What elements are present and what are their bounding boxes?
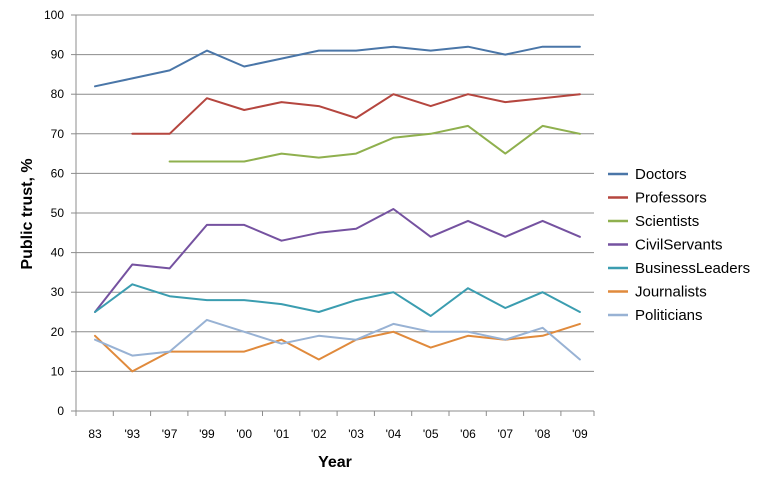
series-line-professors	[131, 93, 581, 135]
y-tick-label: 40	[51, 246, 65, 260]
x-tick-label: 83	[88, 427, 102, 441]
x-tick-label: '09	[572, 427, 588, 441]
legend-label-civilservants: CivilServants	[635, 237, 723, 254]
x-tick-label: '03	[348, 427, 364, 441]
x-tick-label: '07	[497, 427, 513, 441]
y-tick-label: 90	[51, 48, 65, 62]
y-tick-label: 10	[51, 364, 65, 378]
series-line-journalists	[94, 322, 581, 373]
series-line-businessleaders	[94, 283, 581, 317]
x-tick-labels: 83 '93 '97 '99 '00 '01 '02 '03 '04 '05 '06 '07 '08 '0…	[88, 427, 588, 441]
legend-label-businessleaders: BusinessLeaders	[635, 260, 750, 277]
y-tick-label: 100	[44, 8, 64, 22]
y-tick-label: 30	[51, 285, 65, 299]
legend-label-scientists: Scientists	[635, 213, 699, 230]
legend-label-professors: Professors	[635, 190, 707, 207]
x-tick-label: '06	[460, 427, 476, 441]
y-tick-label: 0	[57, 404, 64, 418]
x-tick-label: '00	[236, 427, 252, 441]
legend-label-journalists: Journalists	[635, 284, 707, 301]
legend-label-politicians: Politicians	[635, 307, 703, 324]
series-lines	[94, 45, 581, 373]
x-tick-label: '99	[199, 427, 215, 441]
x-tick-label: '08	[535, 427, 551, 441]
y-tick-labels: 0 10 20 30 40 50 60 70 80 90 100	[44, 8, 64, 418]
x-tick-label: '93	[124, 427, 140, 441]
y-tick-label: 60	[51, 166, 65, 180]
series-line-doctors	[94, 45, 581, 88]
gridlines	[71, 14, 595, 416]
y-tick-label: 50	[51, 206, 65, 220]
y-axis-title: Public trust, %	[19, 158, 36, 269]
series-line-politicians	[94, 318, 581, 361]
x-tick-label: '02	[311, 427, 327, 441]
series-line-scientists	[168, 124, 581, 163]
y-tick-label: 70	[51, 127, 65, 141]
y-tick-label: 80	[51, 87, 65, 101]
series-line-civilservants	[94, 208, 581, 313]
y-tick-label: 20	[51, 325, 65, 339]
x-tick-label: '97	[162, 427, 178, 441]
x-tick-label: '05	[423, 427, 439, 441]
legend: Doctors Professors Scientists CivilServants…	[608, 166, 750, 324]
x-tick-label: '04	[386, 427, 402, 441]
x-tick-label: '01	[274, 427, 290, 441]
legend-label-doctors: Doctors	[635, 166, 687, 183]
x-axis-title: Year	[318, 454, 352, 471]
